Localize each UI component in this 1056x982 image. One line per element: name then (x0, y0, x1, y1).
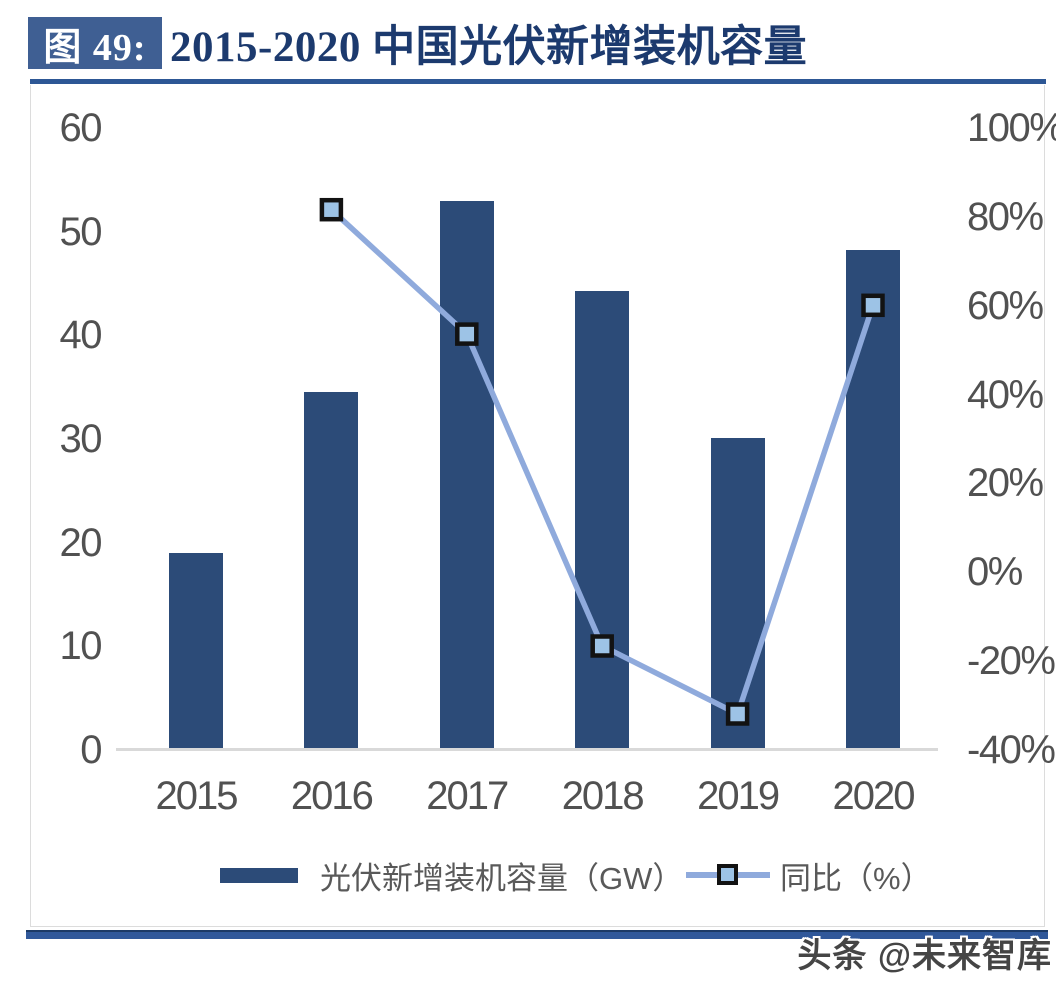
right-tick--20%: -20% (967, 639, 1056, 684)
left-tick-50: 50 (59, 209, 103, 254)
bar-2019 (710, 438, 765, 750)
legend-item-bars: 光伏新增装机容量（GW） (220, 853, 683, 897)
left-tick-30: 30 (59, 417, 103, 461)
yoy-marker-2016 (319, 197, 344, 222)
bar-2020 (846, 250, 900, 750)
left-tick-10: 10 (59, 624, 103, 669)
legend-label-line: 同比（%） (780, 860, 932, 896)
right-tick--40%: -40% (967, 728, 1056, 772)
x-label-2018: 2018 (561, 774, 645, 818)
x-label-2016: 2016 (290, 774, 374, 818)
right-tick-100%: 100% (967, 106, 1056, 150)
right-tick-40%: 40% (967, 372, 1044, 417)
right-tick-20%: 20% (967, 461, 1044, 506)
right-tick-80%: 80% (967, 194, 1044, 239)
line-marker-swatch (717, 864, 738, 885)
bar-2017 (439, 200, 494, 750)
watermark: 头条 @未来智库 (797, 937, 1052, 975)
legend-item-line: 同比（%） (686, 853, 932, 897)
x-label-2017: 2017 (426, 774, 509, 818)
figure-header: 图 49: 2015-2020 中国光伏新增装机容量 (28, 17, 807, 71)
figure-title: 2015-2020 中国光伏新增装机容量 (170, 24, 808, 71)
bar-2018 (575, 290, 630, 750)
line-swatch (686, 864, 770, 885)
left-tick-0: 0 (80, 728, 102, 772)
bar-2015 (169, 553, 223, 750)
chart-card: 60 50 40 30 20 10 0 100% 80% 60% 40% 20% 0% -20% -40%… (30, 85, 1056, 927)
bar-2016 (304, 392, 359, 750)
bar-swatch (220, 867, 298, 883)
x-label-2020: 2020 (832, 774, 916, 818)
footer-rule (26, 930, 1048, 939)
figure-label: 图 49: (28, 17, 162, 69)
left-tick-40: 40 (59, 313, 103, 358)
x-label-2019: 2019 (697, 774, 780, 818)
right-tick-60%: 60% (967, 283, 1044, 328)
left-tick-20: 20 (59, 520, 103, 565)
left-tick-60: 60 (59, 106, 103, 150)
header-rule (30, 79, 1046, 84)
x-axis-line (116, 748, 938, 751)
x-label-2015: 2015 (155, 774, 239, 818)
legend-label-bars: 光伏新增装机容量（GW） (320, 860, 684, 896)
right-tick-0%: 0% (967, 550, 1023, 595)
